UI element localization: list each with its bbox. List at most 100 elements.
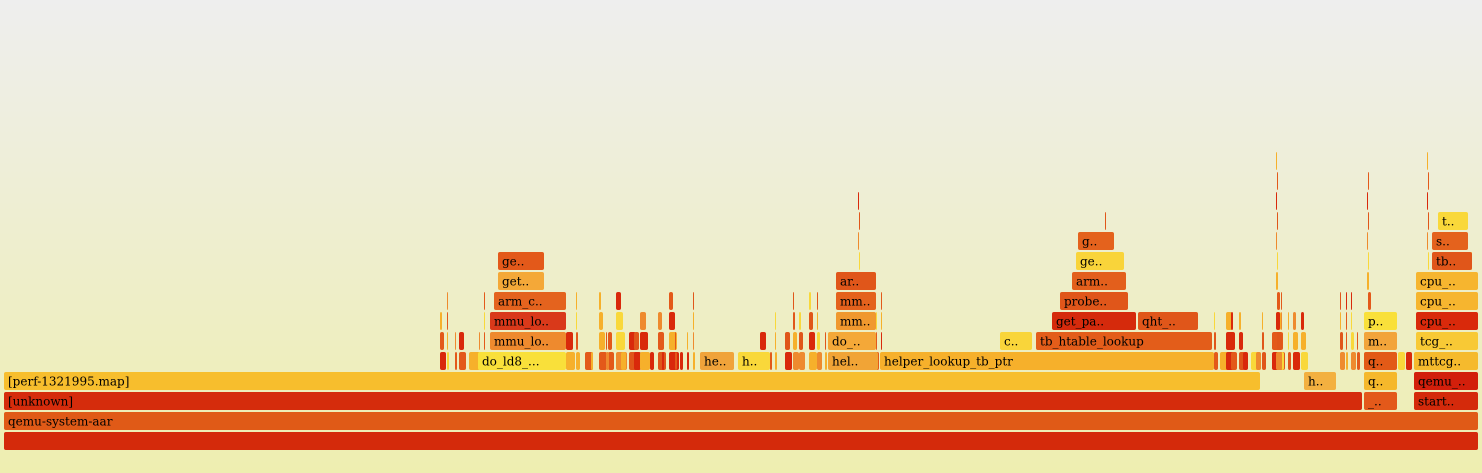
frame-sliver[interactable] <box>640 332 648 350</box>
frame-sliver[interactable] <box>1276 352 1282 370</box>
frame-sliver[interactable] <box>440 352 446 370</box>
frame[interactable] <box>1414 392 1478 410</box>
frame-sliver[interactable] <box>1368 252 1369 270</box>
frame-sliver[interactable] <box>799 352 805 370</box>
frame-sliver[interactable] <box>775 312 776 330</box>
frame-sliver[interactable] <box>1293 332 1298 350</box>
frame-sliver[interactable] <box>1277 172 1278 190</box>
frame-sliver[interactable] <box>809 292 811 310</box>
frame-sliver[interactable] <box>1214 352 1218 370</box>
frame-sliver[interactable] <box>1368 172 1369 190</box>
frame[interactable] <box>836 292 876 310</box>
frame-sliver[interactable] <box>1301 312 1304 330</box>
frame-sliver[interactable] <box>640 312 646 330</box>
frame-sliver[interactable] <box>1368 292 1371 310</box>
frame[interactable] <box>490 332 566 350</box>
frame[interactable] <box>1416 312 1478 330</box>
frame-sliver[interactable] <box>1276 312 1280 330</box>
frame-sliver[interactable] <box>1281 292 1282 310</box>
frame-sliver[interactable] <box>799 312 801 330</box>
frame-sliver[interactable] <box>1276 272 1278 290</box>
frame-sliver[interactable] <box>459 332 464 350</box>
frame[interactable] <box>1364 352 1397 370</box>
frame-sliver[interactable] <box>1276 232 1277 250</box>
frame-sliver[interactable] <box>1340 332 1343 350</box>
frame-sliver[interactable] <box>1293 312 1296 330</box>
frame-sliver[interactable] <box>447 332 448 350</box>
frame-sliver[interactable] <box>785 352 792 370</box>
frame-sliver[interactable] <box>1288 332 1289 350</box>
frame-sliver[interactable] <box>809 312 813 330</box>
frame-sliver[interactable] <box>1262 332 1264 350</box>
frame-sliver[interactable] <box>640 352 650 370</box>
frame-sliver[interactable] <box>576 352 580 370</box>
frame-sliver[interactable] <box>693 352 695 370</box>
frame-sliver[interactable] <box>1340 352 1345 370</box>
frame-sliver[interactable] <box>1427 192 1428 210</box>
frame-sliver[interactable] <box>1277 292 1280 310</box>
frame-sliver[interactable] <box>455 332 456 350</box>
frame-sliver[interactable] <box>440 312 442 330</box>
frame-sliver[interactable] <box>669 292 673 310</box>
frame-sliver[interactable] <box>817 352 822 370</box>
frame[interactable] <box>1416 292 1478 310</box>
frame[interactable] <box>1364 392 1397 410</box>
frame[interactable] <box>1438 212 1468 230</box>
frame[interactable] <box>1138 312 1198 330</box>
frame-sliver[interactable] <box>1368 212 1369 230</box>
frame-sliver[interactable] <box>658 312 662 330</box>
frame[interactable] <box>494 292 566 310</box>
frame-sliver[interactable] <box>606 352 609 370</box>
frame-sliver[interactable] <box>817 292 818 310</box>
frame-sliver[interactable] <box>566 352 575 370</box>
frame-sliver[interactable] <box>817 312 818 330</box>
frame-sliver[interactable] <box>675 352 677 370</box>
frame-sliver[interactable] <box>1277 252 1278 270</box>
frame-sliver[interactable] <box>1281 312 1282 330</box>
frame[interactable] <box>1076 252 1124 270</box>
frame-sliver[interactable] <box>876 312 877 330</box>
frame-sliver[interactable] <box>616 332 625 350</box>
frame[interactable] <box>836 312 876 330</box>
frame-sliver[interactable] <box>621 352 626 370</box>
frame[interactable] <box>1036 332 1212 350</box>
frame-sliver[interactable] <box>447 292 448 310</box>
frame-sliver[interactable] <box>693 332 694 350</box>
frame-sliver[interactable] <box>1346 332 1347 350</box>
frame-sliver[interactable] <box>793 352 799 370</box>
frame-sliver[interactable] <box>881 312 882 330</box>
frame-sliver[interactable] <box>785 332 790 350</box>
frame[interactable] <box>1414 352 1478 370</box>
frame-sliver[interactable] <box>669 352 679 370</box>
frame-sliver[interactable] <box>1427 232 1428 250</box>
frame-sliver[interactable] <box>693 292 694 310</box>
frame-sliver[interactable] <box>616 292 621 310</box>
frame-sliver[interactable] <box>858 192 859 210</box>
frame[interactable] <box>4 372 1260 390</box>
frame[interactable] <box>738 352 770 370</box>
frame-sliver[interactable] <box>484 312 485 330</box>
frame-sliver[interactable] <box>1357 352 1360 370</box>
frame[interactable] <box>1364 372 1397 390</box>
frame-sliver[interactable] <box>876 332 877 350</box>
frame-sliver[interactable] <box>799 332 803 350</box>
frame[interactable] <box>1000 332 1032 350</box>
frame[interactable] <box>1052 312 1136 330</box>
frame[interactable] <box>1364 332 1397 350</box>
frame-sliver[interactable] <box>1346 292 1347 310</box>
frame[interactable] <box>1078 232 1114 250</box>
frame[interactable] <box>478 352 566 370</box>
frame-sliver[interactable] <box>634 332 639 350</box>
frame[interactable] <box>1304 372 1336 390</box>
frame[interactable] <box>490 312 566 330</box>
frame[interactable] <box>1416 332 1478 350</box>
frame-sliver[interactable] <box>440 332 444 350</box>
frame-sliver[interactable] <box>1214 332 1216 350</box>
frame-sliver[interactable] <box>1293 352 1300 370</box>
frame[interactable] <box>700 352 734 370</box>
frame-sliver[interactable] <box>1357 332 1358 350</box>
frame-sliver[interactable] <box>858 232 859 250</box>
frame-sliver[interactable] <box>1105 212 1106 230</box>
frame-sliver[interactable] <box>1367 232 1368 250</box>
frame[interactable] <box>4 392 1362 410</box>
